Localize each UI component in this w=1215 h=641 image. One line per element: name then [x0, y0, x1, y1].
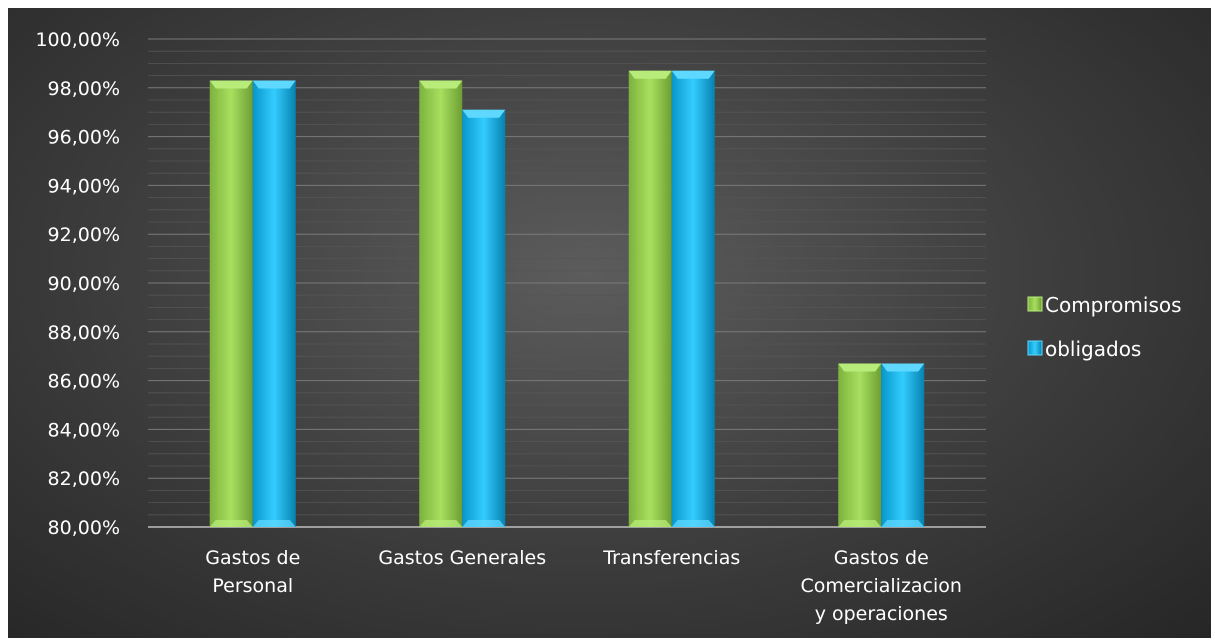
- y-tick-label: 98,00%: [48, 78, 120, 100]
- bar-bevel-top: [671, 70, 715, 79]
- x-tick-label: Gastos de Personal: [205, 547, 300, 597]
- bar-bevel-top: [209, 80, 253, 89]
- bars: [209, 70, 925, 527]
- bar-compromisos-2: [419, 80, 463, 527]
- y-tick-label: 88,00%: [48, 322, 120, 344]
- x-tick-label: Gastos de Comercializacion y operaciones: [801, 547, 962, 625]
- legend-swatch: [1027, 296, 1043, 312]
- y-tick-label: 82,00%: [48, 468, 120, 490]
- bar-obligados-3: [671, 70, 715, 527]
- bar-compromisos-1: [209, 80, 253, 527]
- x-tick-label-line: Gastos Generales: [378, 547, 546, 569]
- bar-bevel-bottom: [209, 520, 253, 527]
- bar-obligados-1: [252, 80, 296, 527]
- bar-bevel-top: [252, 80, 296, 89]
- legend-label: Compromisos: [1045, 293, 1182, 317]
- bar-body: [881, 363, 925, 527]
- x-tick-label-line: Comercializacion: [801, 575, 962, 597]
- legend-item-obligados: obligados: [1027, 337, 1141, 361]
- bar-bevel-top: [628, 70, 672, 79]
- bar-bevel-bottom: [838, 520, 882, 527]
- y-tick-label: 86,00%: [48, 371, 120, 393]
- bar-body: [209, 80, 253, 527]
- bar-body: [252, 80, 296, 527]
- bar-bevel-top: [462, 109, 506, 118]
- bar-bevel-bottom: [252, 520, 296, 527]
- bar-bevel-top: [838, 363, 882, 372]
- bar-bevel-top: [881, 363, 925, 372]
- bar-body: [419, 80, 463, 527]
- bar-bevel-bottom: [462, 520, 506, 527]
- bar-bevel-bottom: [419, 520, 463, 527]
- x-tick-label-line: Gastos de: [834, 547, 929, 569]
- y-tick-label: 100,00%: [35, 29, 120, 51]
- bar-body: [671, 70, 715, 527]
- x-tick-label-line: y operaciones: [815, 603, 948, 625]
- bar-bevel-top: [419, 80, 463, 89]
- x-axis: Gastos de Personal Gastos Generales Transfe…: [205, 547, 962, 625]
- bar-obligados-2: [462, 109, 506, 527]
- legend: Compromisos obligados: [1027, 293, 1182, 361]
- y-tick-label: 84,00%: [48, 419, 120, 441]
- legend-item-compromisos: Compromisos: [1027, 293, 1182, 317]
- bar-bevel-bottom: [628, 520, 672, 527]
- bar-obligados-4: [881, 363, 925, 527]
- bar-compromisos-4: [838, 363, 882, 527]
- y-tick-label: 92,00%: [48, 224, 120, 246]
- bar-body: [462, 109, 506, 527]
- x-tick-label-line: Personal: [212, 575, 293, 597]
- y-tick-label: 96,00%: [48, 127, 120, 149]
- x-tick-label-line: Transferencias: [602, 547, 740, 569]
- bar-body: [838, 363, 882, 527]
- legend-label: obligados: [1045, 337, 1141, 361]
- chart-frame: 80,00% 82,00% 84,00% 86,00% 88,00% 90,00% 92,0…: [8, 8, 1211, 638]
- y-axis: 80,00% 82,00% 84,00% 86,00% 88,00% 90,00% 92,0…: [35, 29, 986, 539]
- y-tick-label: 94,00%: [48, 175, 120, 197]
- bar-bevel-bottom: [881, 520, 925, 527]
- x-tick-label: Transferencias: [602, 547, 740, 569]
- bar-chart: 80,00% 82,00% 84,00% 86,00% 88,00% 90,00% 92,0…: [35, 29, 1182, 625]
- x-tick-label-line: Gastos de: [205, 547, 300, 569]
- bar-compromisos-3: [628, 70, 672, 527]
- y-tick-label: 90,00%: [48, 273, 120, 295]
- bar-body: [628, 70, 672, 527]
- bar-bevel-bottom: [671, 520, 715, 527]
- legend-swatch: [1027, 340, 1043, 356]
- x-tick-label: Gastos Generales: [378, 547, 546, 569]
- y-tick-label: 80,00%: [48, 517, 120, 539]
